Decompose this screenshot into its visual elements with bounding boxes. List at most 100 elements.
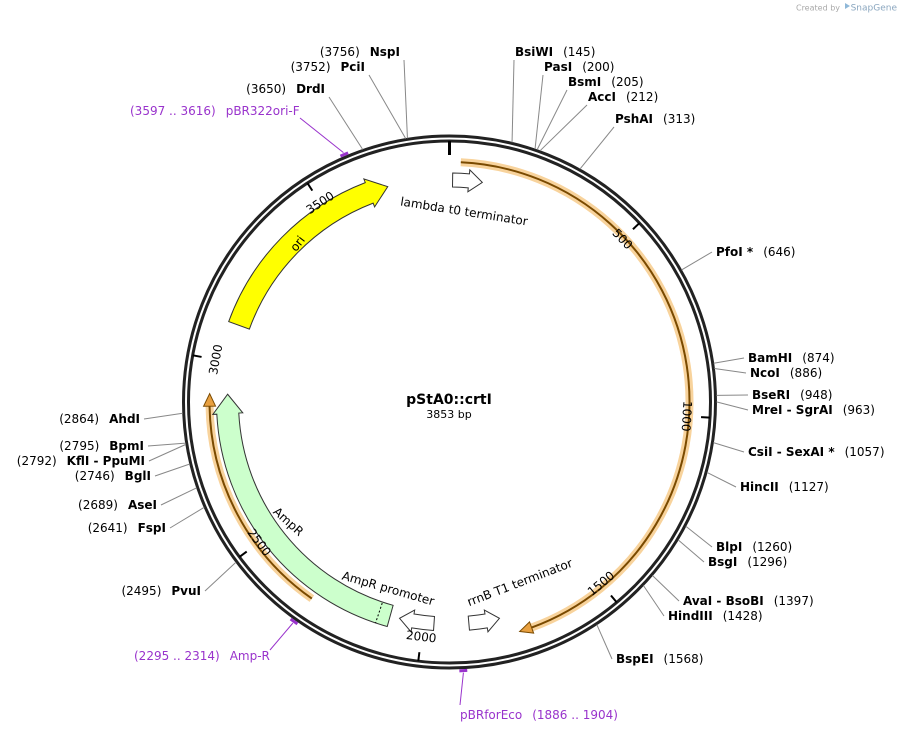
enzyme-label: PfoI * (646) xyxy=(716,245,795,259)
ruler-tick xyxy=(417,652,421,662)
enzyme-position: (646) xyxy=(763,245,795,259)
enzyme-name: PshAI xyxy=(615,112,653,126)
orf-head xyxy=(518,620,535,634)
credit-brand: SnapGene xyxy=(851,4,898,14)
enzyme-label: MreI - SgrAI (963) xyxy=(752,403,875,417)
enzyme-position: (2641) xyxy=(88,521,128,535)
enzyme-position: (874) xyxy=(802,351,834,365)
enzyme-position: (3650) xyxy=(246,82,286,96)
enzyme-leader xyxy=(685,525,713,548)
enzyme-name: KflI - PpuMI xyxy=(67,454,145,468)
enzyme-label: HincII (1127) xyxy=(740,480,829,494)
enzyme-leader xyxy=(652,575,680,602)
enzyme-label: (2746) BglI xyxy=(75,469,151,483)
enzyme-position: (1057) xyxy=(845,445,885,459)
enzyme-label: BseRI (948) xyxy=(752,388,832,402)
enzyme-label: (2864) AhdI xyxy=(59,412,140,426)
orf-line xyxy=(208,406,313,600)
enzyme-position: (212) xyxy=(626,90,658,104)
enzyme-position: (2792) xyxy=(17,454,57,468)
enzyme-name: PfoI * xyxy=(716,245,754,259)
enzyme-name: AhdI xyxy=(109,412,140,426)
enzyme-label: (2689) AseI xyxy=(78,498,157,512)
primer-label: pBRforEco (1886 .. 1904) xyxy=(460,708,618,722)
map-name: pStA0::crtI xyxy=(406,392,492,408)
primer-text: pBR322ori-F xyxy=(226,104,300,118)
enzyme-name: BsgI xyxy=(708,555,737,569)
enzyme-leader xyxy=(169,506,205,529)
enzyme-leader xyxy=(579,126,615,170)
enzyme-name: AseI xyxy=(128,498,157,512)
enzyme-name: BamHI xyxy=(748,351,792,365)
promoter-divider xyxy=(375,602,383,624)
enzyme-leader xyxy=(403,59,408,139)
enzyme-name: CsiI - SexAI * xyxy=(748,445,835,459)
map-length: 3853 bp xyxy=(426,408,471,421)
enzyme-position: (1260) xyxy=(752,540,792,554)
enzyme-label: BsiWI (145) xyxy=(515,45,595,59)
enzyme-label: BsgI (1296) xyxy=(708,555,787,569)
enzyme-label: BsmI (205) xyxy=(568,75,644,89)
enzyme-leader xyxy=(328,96,364,150)
orf-head xyxy=(202,392,217,407)
enzyme-name: FspI xyxy=(138,521,166,535)
enzyme-position: (948) xyxy=(800,388,832,402)
enzyme-name: HindIII xyxy=(668,609,713,623)
feature-label: lambda t0 terminator xyxy=(399,195,528,229)
enzyme-leader xyxy=(643,585,665,617)
enzyme-leader xyxy=(677,539,705,563)
primer-text: (1886 .. 1904) xyxy=(532,708,618,722)
enzyme-position: (2795) xyxy=(59,439,99,453)
feature-arrow xyxy=(211,393,394,628)
enzyme-name: PasI xyxy=(544,60,572,74)
ruler-tick xyxy=(192,354,202,358)
primer-text: Amp-R xyxy=(230,649,270,663)
enzyme-label: BamHI (874) xyxy=(748,351,835,365)
ruler-tick xyxy=(632,222,641,230)
enzyme-leader xyxy=(716,401,749,411)
enzyme-name: NspI xyxy=(370,45,400,59)
enzyme-name: BsiWI xyxy=(515,45,553,59)
enzyme-label: (2495) PvuI xyxy=(121,584,201,598)
enzyme-label: HindIII (1428) xyxy=(668,609,763,623)
enzyme-name: PvuI xyxy=(171,584,201,598)
enzyme-position: (145) xyxy=(563,45,595,59)
enzyme-name: MreI - SgrAI xyxy=(752,403,833,417)
enzyme-position: (2746) xyxy=(75,469,115,483)
primer-leader xyxy=(459,672,464,706)
ruler-label: 2000 xyxy=(405,628,437,646)
enzyme-label: BspEI (1568) xyxy=(616,652,703,666)
enzyme-name: BspEI xyxy=(616,652,654,666)
ruler-tick xyxy=(306,182,314,192)
enzyme-leader xyxy=(536,89,568,151)
enzyme-name: HincII xyxy=(740,480,779,494)
enzyme-position: (2689) xyxy=(78,498,118,512)
backbone-outer xyxy=(182,134,717,670)
ruler-label: 3000 xyxy=(206,343,225,376)
primer-text: (3597 .. 3616) xyxy=(130,104,216,118)
ruler-tick xyxy=(700,416,711,419)
enzyme-label: (3650) DrdI xyxy=(246,82,325,96)
enzyme-position: (1397) xyxy=(774,594,814,608)
enzyme-leader xyxy=(706,472,737,488)
enzyme-label: AvaI - BsoBI (1397) xyxy=(683,594,814,608)
primer-leader xyxy=(269,622,294,651)
orf-line xyxy=(460,161,691,629)
enzyme-leader xyxy=(713,442,745,453)
enzyme-name: AvaI - BsoBI xyxy=(683,594,764,608)
ruler-label: 1000 xyxy=(679,401,695,432)
enzyme-name: PciI xyxy=(341,60,366,74)
enzyme-label: PshAI (313) xyxy=(615,112,695,126)
primer-leader xyxy=(299,117,344,153)
enzyme-leader xyxy=(204,561,237,592)
enzyme-name: BsmI xyxy=(568,75,601,89)
enzyme-position: (3756) xyxy=(320,45,360,59)
enzyme-leader xyxy=(713,357,745,364)
enzyme-leader xyxy=(596,624,613,660)
enzyme-leader xyxy=(143,412,183,420)
enzyme-leader xyxy=(539,104,588,152)
ruler-tick xyxy=(610,594,618,604)
enzyme-position: (2495) xyxy=(121,584,161,598)
